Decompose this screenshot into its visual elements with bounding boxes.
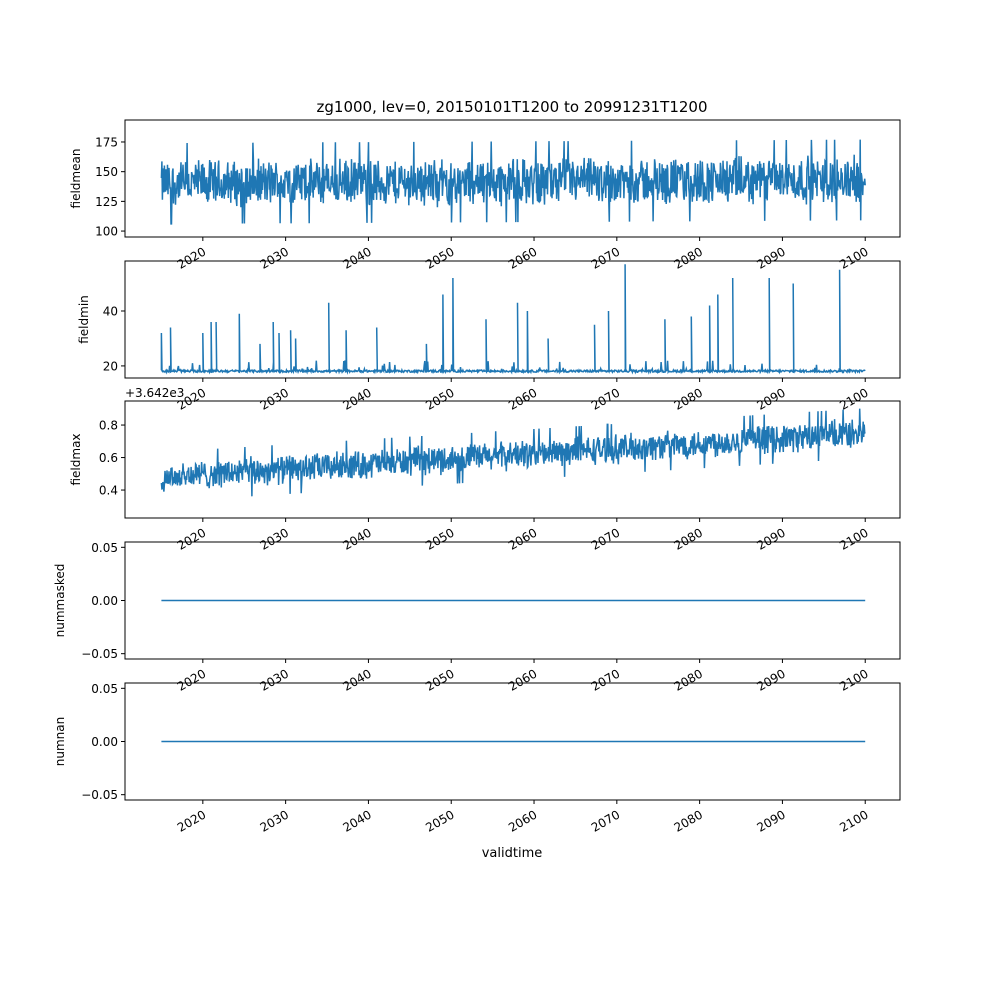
y-axis-label-fieldmean: fieldmean <box>69 149 83 209</box>
x-tick-label: 2050 <box>423 385 456 412</box>
x-tick-label: 2030 <box>258 525 291 552</box>
y-tick-label: 0.00 <box>91 594 118 608</box>
y-tick-label: 0.4 <box>99 484 118 498</box>
x-tick-label: 2050 <box>423 525 456 552</box>
x-tick-label: 2100 <box>837 385 870 412</box>
panel-fieldmax: 0.4 0.6 0.8 fieldmax +3.642e3 2020 2030 2040 205… <box>69 386 901 553</box>
y-tick-label: 40 <box>103 304 118 318</box>
panel-numnan: −0.05 0.00 0.05 numnan 2020 2030 2040 2050 2060 2… <box>53 682 901 835</box>
x-tick-label: 2090 <box>754 807 787 834</box>
x-tick-label: 2040 <box>340 244 373 271</box>
x-tick-label: 2070 <box>589 244 622 271</box>
x-tick-label: 2020 <box>175 244 208 271</box>
x-tick-label: 2040 <box>340 385 373 412</box>
x-tick-label: 2090 <box>754 385 787 412</box>
x-tick-label: 2090 <box>754 244 787 271</box>
x-tick-label: 2080 <box>672 244 705 271</box>
x-tick-label: 2060 <box>506 807 539 834</box>
x-tick-label: 2100 <box>837 807 870 834</box>
x-axis-label: validtime <box>482 846 543 861</box>
axes-frame-fieldmean <box>124 119 901 238</box>
x-tick-label: 2030 <box>258 807 291 834</box>
x-tick-label: 2090 <box>754 666 787 693</box>
y-tick-label: 0.8 <box>99 419 118 433</box>
y-tick-label: −0.05 <box>81 647 118 661</box>
series-line-fieldmin <box>160 264 866 375</box>
y-tick-label: 0.00 <box>91 735 118 749</box>
x-tick-label: 2020 <box>175 525 208 552</box>
y-tick-label: 0.6 <box>99 451 118 465</box>
x-tick-label: 2100 <box>837 666 870 693</box>
y-tick-label: −0.05 <box>81 788 118 802</box>
axes-frame-fieldmax <box>124 400 901 519</box>
x-tick-label: 2070 <box>589 525 622 552</box>
x-tick-label: 2100 <box>837 525 870 552</box>
x-tick-label: 2070 <box>589 807 622 834</box>
x-tick-label: 2040 <box>340 807 373 834</box>
x-tick-label: 2020 <box>175 666 208 693</box>
x-tick-label: 2060 <box>506 244 539 271</box>
y-tick-label: 0.05 <box>91 682 118 696</box>
series-line-fieldmean <box>160 139 866 225</box>
x-tick-label: 2050 <box>423 807 456 834</box>
x-tick-label: 2070 <box>589 666 622 693</box>
x-tick-label: 2060 <box>506 385 539 412</box>
x-tick-label: 2100 <box>837 244 870 271</box>
y-axis-label-fieldmax: fieldmax <box>69 433 83 485</box>
x-tick-label: 2080 <box>672 525 705 552</box>
x-tick-label: 2020 <box>175 807 208 834</box>
y-tick-label: 125 <box>95 195 118 209</box>
x-tick-label: 2090 <box>754 525 787 552</box>
x-tick-label: 2070 <box>589 385 622 412</box>
x-tick-label: 2080 <box>672 666 705 693</box>
y-tick-label: 150 <box>95 165 118 179</box>
x-tick-label: 2080 <box>672 385 705 412</box>
chart-title: zg1000, lev=0, 20150101T1200 to 20991231… <box>317 98 708 116</box>
y-axis-label-nummasked: nummasked <box>53 564 67 638</box>
panel-fieldmean: 100 125 150 175 fieldmean 2020 2030 2040 2050 206… <box>69 119 901 272</box>
series-line-fieldmax <box>160 408 866 497</box>
x-tick-label: 2030 <box>258 666 291 693</box>
y-tick-label: 20 <box>103 359 118 373</box>
x-tick-label: 2040 <box>340 666 373 693</box>
y-tick-label: 175 <box>95 135 118 149</box>
x-tick-label: 2050 <box>423 244 456 271</box>
x-tick-label: 2050 <box>423 666 456 693</box>
x-tick-label: 2040 <box>340 525 373 552</box>
y-axis-label-numnan: numnan <box>53 717 67 766</box>
axes-frame-fieldmin <box>124 260 901 379</box>
x-tick-label: 2060 <box>506 525 539 552</box>
x-tick-label: 2060 <box>506 666 539 693</box>
y-tick-label: 0.05 <box>91 541 118 555</box>
x-tick-label: 2030 <box>258 385 291 412</box>
x-tick-label: 2030 <box>258 244 291 271</box>
x-tick-label: 2080 <box>672 807 705 834</box>
offset-label: +3.642e3 <box>125 386 184 400</box>
y-axis-label-fieldmin: fieldmin <box>77 295 91 344</box>
panel-nummasked: −0.05 0.00 0.05 nummasked 2020 2030 2040 2050 20… <box>53 541 901 694</box>
y-tick-label: 100 <box>95 225 118 239</box>
